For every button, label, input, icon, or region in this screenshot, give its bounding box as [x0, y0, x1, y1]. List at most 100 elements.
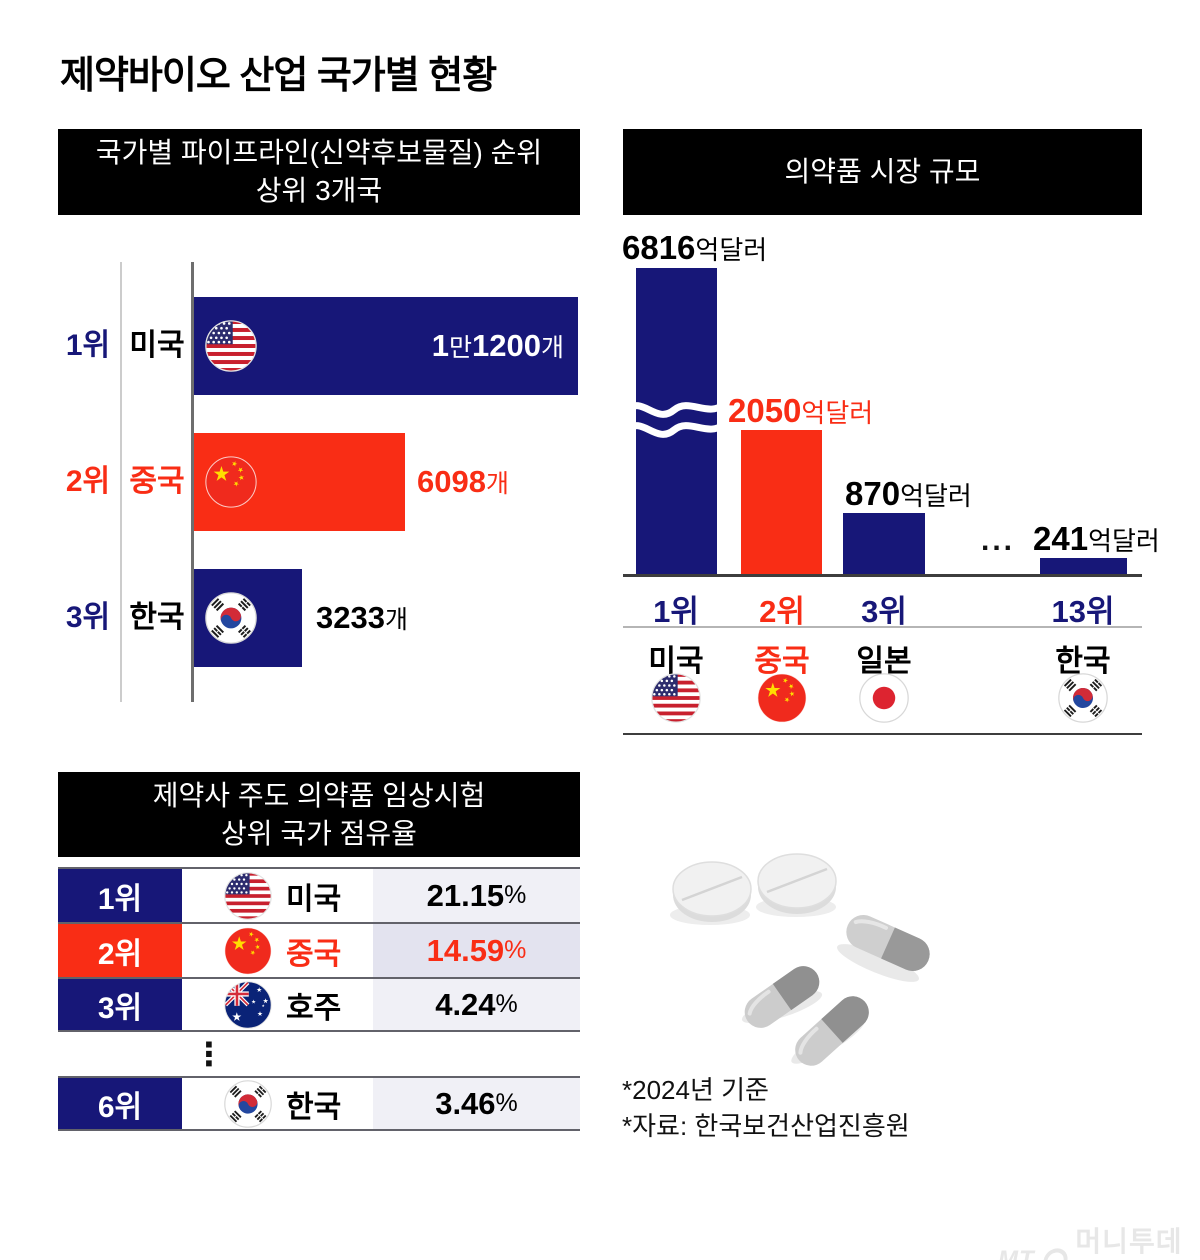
- china-flag-icon: [757, 673, 807, 723]
- country-cell: 호주: [182, 979, 373, 1030]
- trials-header-line1: 제약사 주도 의약품 임상시험: [152, 779, 486, 811]
- value-number: 241: [1033, 520, 1089, 557]
- market-header-text: 의약품 시장 규모: [784, 156, 981, 187]
- country-cell: 한국: [182, 1078, 373, 1129]
- rank-cell: 6위: [58, 1078, 182, 1129]
- market-value-label: 241억달러: [1033, 522, 1160, 563]
- china-flag-icon: [205, 456, 257, 508]
- percent-number: 14.59: [426, 932, 505, 968]
- country-name: 중국: [286, 937, 342, 971]
- tablet-icon: [672, 861, 752, 922]
- us-flag-icon: [205, 320, 257, 372]
- percent-number: 21.15: [426, 877, 505, 913]
- mt-logo-text: MT: [998, 1246, 1035, 1260]
- australia-flag-icon: [224, 981, 272, 1029]
- country-name: 미국: [286, 882, 342, 916]
- market-country-label: 한국: [1055, 645, 1111, 678]
- value-number: 1200: [472, 328, 541, 363]
- footnote: *2024년 기준: [622, 1075, 769, 1105]
- market-bar-japan: [843, 513, 925, 575]
- percent-cell: 14.59%: [373, 924, 580, 977]
- market-value-label: 6816억달러: [622, 231, 767, 272]
- trials-header-line2: 상위 국가 점유율: [221, 817, 417, 849]
- rank-label: 1위: [65, 329, 111, 362]
- country-cell: 미국: [182, 869, 373, 922]
- pills-illustration: [670, 853, 930, 1066]
- value-unit: 억달러: [900, 481, 972, 511]
- rank-cell: 2위: [58, 924, 182, 977]
- market-bar-us: [636, 268, 717, 575]
- axis-break-wave-icon: [632, 401, 722, 438]
- percent-number: 3.46: [435, 1085, 496, 1121]
- korea-flag-icon: [224, 1079, 272, 1128]
- percent-cell: 21.15%: [373, 869, 580, 922]
- pipeline-header-line1: 국가별 파이프라인(신약후보물질) 순위: [95, 137, 543, 168]
- capsule-icon: [846, 915, 930, 971]
- value-number: 6098: [417, 464, 486, 499]
- market-bar-china: [741, 430, 822, 575]
- table-row: 3위 호주 4.24%: [58, 977, 580, 1032]
- market-value-label: 870억달러: [845, 477, 972, 518]
- us-flag-icon: [651, 673, 701, 723]
- market-baseline: [623, 574, 1142, 577]
- value-label: 1만1200개: [330, 328, 564, 370]
- japan-flag-icon: [859, 673, 909, 723]
- table-row: 6위 한국 3.46%: [58, 1076, 580, 1131]
- market-country-label: 미국: [648, 645, 704, 678]
- market-bottom-line: [623, 733, 1142, 735]
- value-unit: 개: [540, 334, 564, 362]
- value-number: 2050: [728, 392, 802, 429]
- rank-label: 3위: [65, 601, 111, 634]
- trials-table: 1위 미국 21.15% 2위 중국 14.59% 3위 호주: [58, 867, 580, 1131]
- value-label: 6098개: [417, 464, 509, 506]
- value-number: 3233: [316, 600, 385, 635]
- value-label: 3233개: [316, 600, 408, 642]
- korea-flag-icon: [1058, 673, 1108, 723]
- country-name: 호주: [286, 991, 342, 1025]
- market-bar-korea: [1040, 558, 1127, 575]
- market-country-label: 일본: [856, 645, 912, 678]
- value-unit: 만: [449, 334, 473, 362]
- percent-unit: %: [504, 881, 527, 909]
- country-name: 한국: [286, 1090, 342, 1124]
- pipeline-divider-line: [120, 262, 122, 702]
- table-row: 2위 중국 14.59%: [58, 922, 580, 977]
- tablet-icon: [757, 853, 837, 914]
- us-flag-icon: [224, 872, 272, 920]
- market-separator-line: [623, 626, 1142, 628]
- market-rank-label: 13위: [1051, 594, 1115, 629]
- money-today-logo: MT 머니투데이: [998, 1220, 1200, 1260]
- capsule-icon: [744, 966, 820, 1028]
- page-title: 제약바이오 산업 국가별 현황: [60, 55, 497, 97]
- pipeline-axis-line: [191, 262, 194, 702]
- value-unit: 억달러: [695, 235, 768, 265]
- country-label: 중국: [129, 465, 185, 498]
- pipeline-bar-us: [194, 297, 578, 395]
- market-value-label: 2050억달러: [728, 394, 873, 435]
- percent-cell: 3.46%: [373, 1078, 580, 1129]
- pipeline-header-line2: 상위 3개국: [255, 175, 383, 206]
- korea-flag-icon: [205, 592, 257, 644]
- footnote: *자료: 한국보건산업진흥원: [622, 1111, 910, 1141]
- rank-cell: 3위: [58, 979, 182, 1030]
- market-country-label: 중국: [754, 645, 810, 678]
- market-rank-label: 2위: [759, 594, 805, 629]
- market-rank-label: 3위: [861, 594, 907, 629]
- money-today-logo-text: 머니투데이: [1075, 1226, 1183, 1257]
- capsule-icon: [795, 996, 869, 1066]
- rank-label: 2위: [65, 465, 111, 498]
- value-number: 870: [845, 475, 901, 512]
- value-unit: 개: [384, 606, 408, 634]
- value-number: 1: [431, 328, 449, 363]
- table-row: 1위 미국 21.15%: [58, 867, 580, 922]
- trials-panel-header: 제약사 주도 의약품 임상시험 상위 국가 점유율: [58, 772, 580, 857]
- percent-unit: %: [495, 1089, 518, 1117]
- value-unit: 억달러: [1088, 526, 1160, 556]
- percent-unit: %: [504, 936, 527, 964]
- percent-unit: %: [495, 990, 518, 1018]
- rank-cell: 1위: [58, 869, 182, 922]
- value-unit: 억달러: [801, 398, 874, 428]
- value-number: 6816: [622, 229, 696, 266]
- logo-circle-icon: [1041, 1244, 1069, 1260]
